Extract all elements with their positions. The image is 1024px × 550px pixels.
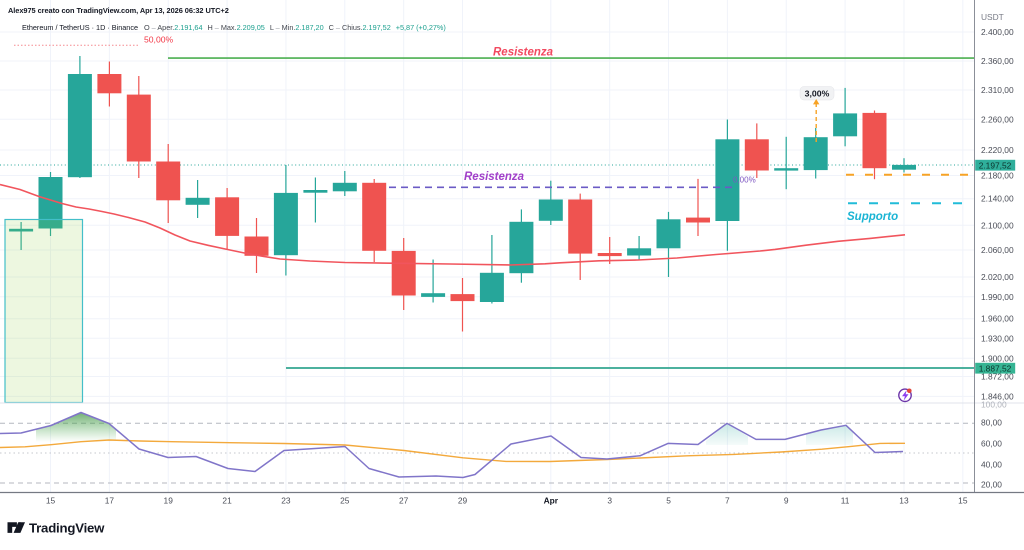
- svg-text:2.360,00: 2.360,00: [981, 56, 1014, 66]
- svg-text:23: 23: [281, 496, 291, 506]
- svg-text:1.887,52: 1.887,52: [979, 363, 1012, 373]
- svg-text:2.060,00: 2.060,00: [981, 245, 1014, 255]
- svg-text:20,00: 20,00: [981, 479, 1002, 489]
- svg-text:2.260,00: 2.260,00: [981, 114, 1014, 124]
- svg-text:80,00: 80,00: [981, 418, 1002, 428]
- svg-text:1.846,00: 1.846,00: [981, 391, 1014, 401]
- svg-text:7: 7: [725, 496, 730, 506]
- svg-text:15: 15: [46, 496, 56, 506]
- svg-text:27: 27: [399, 496, 409, 506]
- svg-text:Resistenza: Resistenza: [493, 47, 554, 59]
- svg-text:60,00: 60,00: [981, 439, 1002, 449]
- svg-text:2.140,00: 2.140,00: [981, 194, 1014, 204]
- svg-text:2.020,00: 2.020,00: [981, 272, 1014, 282]
- svg-text:Ethereum / TetherUS · 1D · Bin: Ethereum / TetherUS · 1D · Binance O – Ap…: [22, 23, 446, 32]
- svg-text:2.180,00: 2.180,00: [981, 171, 1014, 181]
- svg-text:3: 3: [607, 496, 612, 506]
- svg-text:17: 17: [105, 496, 115, 506]
- svg-text:1.900,00: 1.900,00: [981, 353, 1014, 363]
- svg-text:11: 11: [841, 496, 850, 506]
- svg-text:2.220,00: 2.220,00: [981, 145, 1014, 155]
- svg-text:1.960,00: 1.960,00: [981, 314, 1014, 324]
- svg-text:0,00%: 0,00%: [733, 176, 756, 185]
- svg-text:100,00: 100,00: [981, 399, 1007, 409]
- svg-text:29: 29: [458, 496, 468, 506]
- svg-text:1.990,00: 1.990,00: [981, 292, 1014, 302]
- svg-text:1.930,00: 1.930,00: [981, 333, 1014, 343]
- svg-text:21: 21: [222, 496, 232, 506]
- svg-text:1.872,00: 1.872,00: [981, 372, 1014, 382]
- svg-text:5: 5: [666, 496, 671, 506]
- svg-text:3,00%: 3,00%: [805, 89, 830, 99]
- svg-text:9: 9: [784, 496, 789, 506]
- svg-text:Alex975 creato con TradingView: Alex975 creato con TradingView.com, Apr …: [8, 6, 229, 15]
- svg-text:2.400,00: 2.400,00: [981, 27, 1014, 37]
- svg-text:Resistenza: Resistenza: [464, 171, 525, 183]
- svg-text:Supporto: Supporto: [847, 211, 898, 223]
- svg-text:19: 19: [164, 496, 174, 506]
- svg-text:2.197,52: 2.197,52: [979, 160, 1012, 170]
- svg-text:40,00: 40,00: [981, 460, 1002, 470]
- svg-text:2.100,00: 2.100,00: [981, 220, 1014, 230]
- svg-text:TradingView: TradingView: [29, 521, 105, 536]
- svg-text:15: 15: [958, 496, 968, 506]
- svg-text:50,00%: 50,00%: [144, 35, 174, 45]
- svg-text:USDT: USDT: [981, 12, 1004, 22]
- svg-text:25: 25: [340, 496, 350, 506]
- svg-text:2.310,00: 2.310,00: [981, 85, 1014, 95]
- svg-text:Apr: Apr: [544, 496, 559, 506]
- svg-text:13: 13: [899, 496, 909, 506]
